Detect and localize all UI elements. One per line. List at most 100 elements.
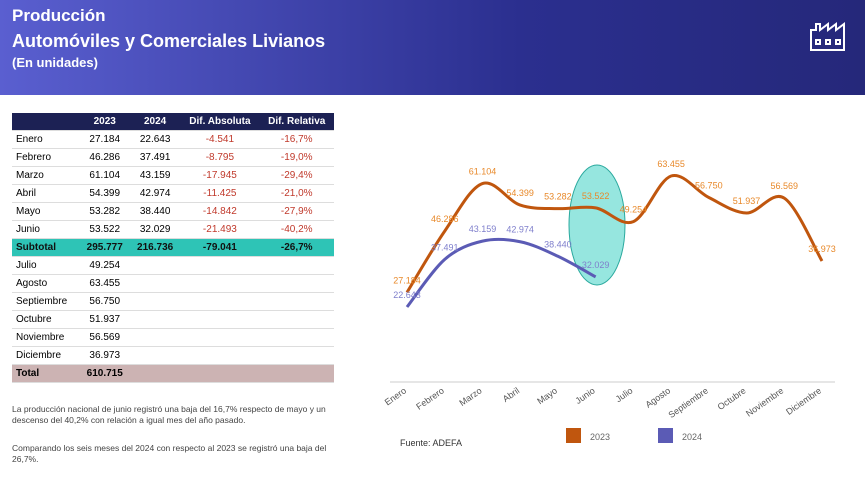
cell (180, 256, 260, 275)
cell (129, 256, 181, 275)
cell: -8.795 (180, 148, 260, 167)
row: Agosto 63.455 (12, 274, 334, 293)
cell: 295.777 (79, 238, 130, 257)
header-cell: 2023 (79, 113, 130, 131)
cell: Febrero (12, 148, 80, 167)
cell (259, 292, 334, 311)
row: Subtotal 295.777 216.736 -79.041 -26,7% (12, 238, 334, 257)
header-cell: Dif. Absoluta (180, 113, 260, 131)
data-label: 27.184 (393, 275, 421, 285)
cell: Septiembre (12, 292, 80, 311)
cell: 46.286 (79, 148, 130, 167)
cell: 610.715 (79, 364, 130, 383)
data-label: 53.282 (544, 192, 572, 202)
cell (180, 364, 260, 383)
row: Enero 27.184 22.643 -4.541 -16,7% (12, 130, 334, 149)
cell: -11.425 (180, 184, 260, 203)
cell: 54.399 (79, 184, 130, 203)
cell: Total (12, 364, 80, 383)
data-label: 54.399 (506, 188, 534, 198)
cell (180, 310, 260, 329)
cell (180, 274, 260, 293)
cell: 56.569 (79, 328, 130, 347)
x-tick-label: Marzo (457, 385, 483, 408)
cell: -29,4% (259, 166, 334, 185)
row: Octubre 51.937 (12, 310, 334, 329)
subtitle: Automóviles y Comerciales Livianos (12, 31, 326, 51)
cell: -21.493 (180, 220, 260, 239)
note: Comparando los seis meses del 2024 con r… (12, 443, 327, 464)
cell: -40,2% (259, 220, 334, 239)
highlight (568, 164, 626, 286)
cell (259, 328, 334, 347)
cell: -26,7% (259, 238, 334, 257)
cell: 53.522 (79, 220, 130, 239)
row: Julio 49.254 (12, 256, 334, 275)
cell: 37.491 (129, 148, 181, 167)
data-label: 63.455 (657, 159, 685, 169)
cell (129, 346, 181, 365)
x-tick-label: Agosto (644, 385, 673, 409)
cell (180, 328, 260, 347)
cell: -19,0% (259, 148, 334, 167)
cell: Marzo (12, 166, 80, 185)
cell: 216.736 (129, 238, 181, 257)
row: Abril 54.399 42.974 -11.425 -21,0% (12, 184, 334, 203)
x-tick-label: Junio (573, 385, 596, 406)
cell (259, 256, 334, 275)
row: Febrero 46.286 37.491 -8.795 -19,0% (12, 148, 334, 167)
legend-label: 2023 (590, 432, 610, 442)
source: Fuente: ADEFA (400, 438, 462, 448)
cell (259, 346, 334, 365)
units: (En unidades) (12, 55, 98, 70)
cell: -79.041 (180, 238, 260, 257)
data-label: 38.440 (544, 239, 572, 249)
cell: 49.254 (79, 256, 130, 275)
row: Septiembre 56.750 (12, 292, 334, 311)
cell: Diciembre (12, 346, 80, 365)
cell: -4.541 (180, 130, 260, 149)
cell: Junio (12, 220, 80, 239)
cell: -17.945 (180, 166, 260, 185)
data-label: 43.159 (469, 224, 497, 234)
cell (259, 364, 334, 383)
cell (129, 292, 181, 311)
cell: 22.643 (129, 130, 181, 149)
header-cell: Dif. Relativa (259, 113, 334, 131)
data-label: 61.104 (469, 167, 497, 177)
data-label: 36.973 (808, 244, 836, 254)
cell: 56.750 (79, 292, 130, 311)
data-label: 51.937 (733, 196, 761, 206)
data-label: 53.522 (582, 191, 610, 201)
cell: 42.974 (129, 184, 181, 203)
cell: 32.029 (129, 220, 181, 239)
row: Noviembre 56.569 (12, 328, 334, 347)
x-tick-label: Enero (383, 385, 408, 407)
cell: 36.973 (79, 346, 130, 365)
cell (259, 310, 334, 329)
row: Mayo 53.282 38.440 -14.842 -27,9% (12, 202, 334, 221)
x-tick-label: Diciembre (784, 385, 823, 416)
cell (180, 346, 260, 365)
cell: 61.104 (79, 166, 130, 185)
cell: -27,9% (259, 202, 334, 221)
x-tick-label: Febrero (414, 385, 446, 411)
cell: Mayo (12, 202, 80, 221)
cell: 51.937 (79, 310, 130, 329)
cell: Octubre (12, 310, 80, 329)
row: Total 610.715 (12, 364, 334, 383)
x-tick-label: Mayo (535, 385, 559, 406)
cell: 27.184 (79, 130, 130, 149)
title: Producción (12, 6, 106, 25)
cell: 43.159 (129, 166, 181, 185)
series-line (405, 174, 824, 294)
cell: Abril (12, 184, 80, 203)
data-label: 56.569 (771, 181, 799, 191)
data-label: 22.643 (393, 290, 421, 300)
data-label: 42.974 (506, 225, 534, 235)
production-table: 2023 2024 Dif. Absoluta Dif. Relativa Enero 2… (12, 113, 334, 383)
cell (180, 292, 260, 311)
series-line (405, 237, 597, 308)
cell: Agosto (12, 274, 80, 293)
